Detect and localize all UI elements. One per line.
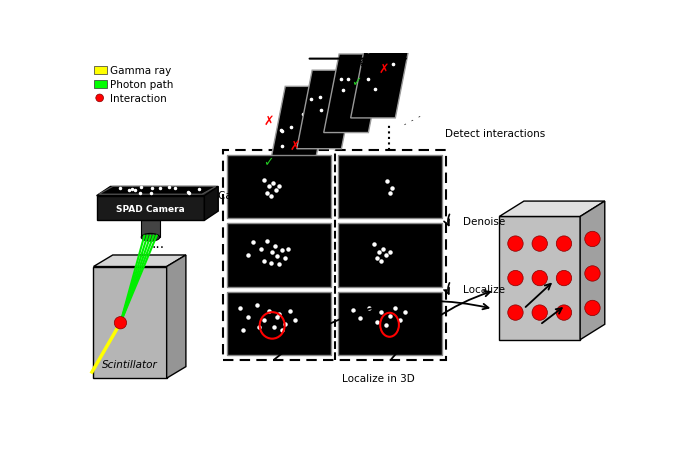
- Text: SPAD Camera: SPAD Camera: [116, 204, 185, 213]
- Polygon shape: [270, 87, 330, 166]
- Text: · · ·: · · ·: [401, 110, 425, 131]
- Circle shape: [585, 232, 600, 247]
- FancyBboxPatch shape: [227, 156, 332, 219]
- Polygon shape: [324, 55, 384, 133]
- Circle shape: [585, 266, 600, 281]
- Text: Photon path: Photon path: [110, 80, 174, 90]
- Circle shape: [585, 300, 600, 316]
- Bar: [141, 221, 160, 238]
- Circle shape: [556, 271, 572, 286]
- Polygon shape: [580, 202, 605, 340]
- Polygon shape: [93, 255, 186, 267]
- Circle shape: [508, 305, 523, 321]
- Circle shape: [556, 305, 572, 321]
- FancyBboxPatch shape: [338, 156, 442, 219]
- Text: Localize: Localize: [463, 285, 505, 295]
- Text: Capture frames: Capture frames: [219, 190, 299, 201]
- Circle shape: [532, 236, 547, 252]
- Bar: [95, 67, 107, 75]
- Polygon shape: [351, 40, 411, 119]
- Circle shape: [532, 305, 547, 321]
- FancyBboxPatch shape: [338, 224, 442, 287]
- Text: ✓: ✓: [263, 156, 273, 169]
- Text: ...: ...: [151, 237, 164, 251]
- Polygon shape: [204, 187, 219, 221]
- Circle shape: [96, 95, 103, 102]
- Circle shape: [114, 317, 127, 329]
- Polygon shape: [99, 187, 216, 195]
- FancyBboxPatch shape: [338, 292, 442, 355]
- Text: Detect interactions: Detect interactions: [445, 129, 546, 139]
- Bar: [95, 81, 107, 89]
- Polygon shape: [166, 255, 186, 378]
- Polygon shape: [499, 202, 605, 217]
- Circle shape: [508, 236, 523, 252]
- Ellipse shape: [141, 234, 160, 242]
- Polygon shape: [97, 187, 219, 196]
- Polygon shape: [97, 196, 204, 221]
- Text: Gamma ray: Gamma ray: [110, 66, 172, 76]
- Text: ✓: ✓: [351, 76, 362, 89]
- Text: ✗: ✗: [290, 140, 301, 153]
- Text: Time: Time: [338, 57, 367, 70]
- Circle shape: [508, 271, 523, 286]
- FancyBboxPatch shape: [227, 224, 332, 287]
- Text: ✗: ✗: [263, 115, 273, 128]
- Text: Interaction: Interaction: [110, 94, 167, 104]
- Text: Localize in 3D: Localize in 3D: [342, 373, 415, 383]
- FancyBboxPatch shape: [227, 292, 332, 355]
- Polygon shape: [499, 217, 580, 340]
- Text: Scintillator: Scintillator: [102, 359, 158, 369]
- Circle shape: [556, 236, 572, 252]
- Text: Denoise: Denoise: [463, 216, 506, 226]
- Text: ✗: ✗: [379, 63, 389, 76]
- Circle shape: [532, 271, 547, 286]
- Polygon shape: [93, 267, 166, 378]
- Polygon shape: [297, 71, 357, 149]
